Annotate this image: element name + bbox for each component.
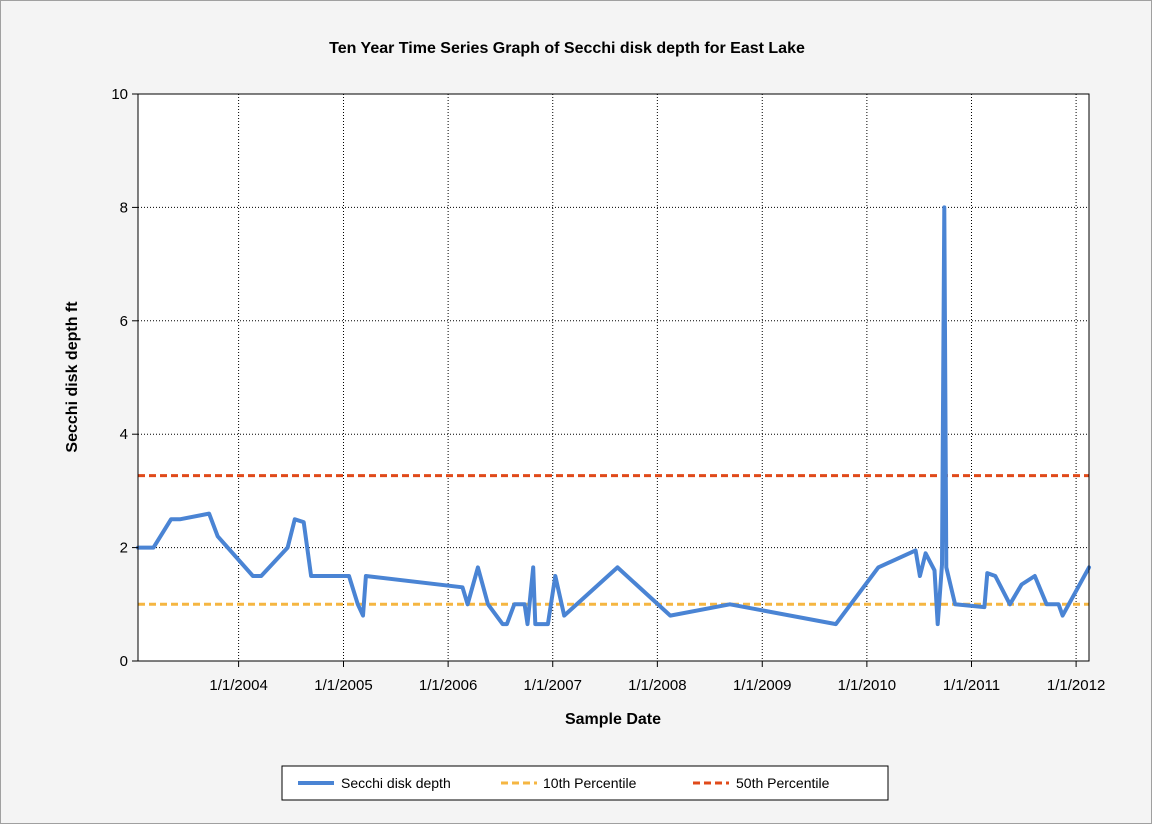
plot-border [137, 93, 1090, 662]
y-axis: 0 2 4 6 8 10 [111, 86, 138, 670]
legend-label-secchi-disk-depth: Secchi disk depth [341, 775, 451, 791]
x-axis-title: Sample Date [565, 711, 661, 728]
x-tick-label: 1/1/2007 [524, 677, 582, 694]
x-tick-label: 1/1/2006 [419, 677, 477, 694]
x-tick-label: 1/1/2004 [209, 677, 267, 694]
series-line-secchi-disk-depth [136, 205, 1091, 627]
x-tick-label: 1/1/2005 [314, 677, 372, 694]
x-tick-label: 1/1/2008 [628, 677, 686, 694]
y-tick-label: 8 [120, 199, 128, 216]
y-tick-label: 6 [120, 313, 128, 330]
y-tick-label: 0 [120, 653, 128, 670]
legend-label-50th-percentile: 50th Percentile [736, 775, 830, 791]
y-tick-label: 4 [120, 426, 128, 443]
x-axis: 1/1/2004 1/1/2005 1/1/2006 1/1/2007 1/1/2008… [209, 661, 1105, 694]
y-tick-label: 2 [120, 540, 128, 557]
gridlines [138, 94, 1089, 661]
legend-label-10th-percentile: 10th Percentile [543, 775, 637, 791]
x-tick-label: 1/1/2009 [733, 677, 791, 694]
x-tick-label: 1/1/2012 [1047, 677, 1105, 694]
x-tick-label: 1/1/2011 [943, 677, 1000, 694]
y-axis-title: Secchi disk depth ft [64, 301, 81, 453]
series-lines [136, 205, 1091, 627]
y-tick-label: 10 [111, 86, 128, 103]
legend-box [281, 765, 889, 801]
chart-title: Ten Year Time Series Graph of Secchi dis… [329, 40, 805, 57]
percentile-lines [138, 474, 1089, 606]
x-tick-label: 1/1/2010 [838, 677, 896, 694]
legend: Secchi disk depth 10th Percentile 50th Per… [281, 765, 889, 801]
